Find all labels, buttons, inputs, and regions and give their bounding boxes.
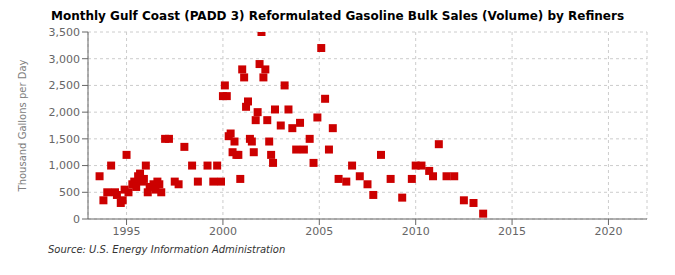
svg-text:2,500: 2,500 xyxy=(49,79,81,92)
svg-text:2010: 2010 xyxy=(402,225,430,238)
svg-text:2,000: 2,000 xyxy=(49,106,81,119)
svg-text:1,500: 1,500 xyxy=(49,133,81,146)
svg-text:2020: 2020 xyxy=(594,225,622,238)
svg-text:500: 500 xyxy=(59,186,80,199)
svg-text:0: 0 xyxy=(73,213,80,226)
svg-text:3,000: 3,000 xyxy=(49,53,81,66)
svg-text:1995: 1995 xyxy=(113,225,141,238)
svg-text:Thousand Gallons per Day: Thousand Gallons per Day xyxy=(17,59,28,192)
svg-text:2005: 2005 xyxy=(305,225,333,238)
svg-text:3,500: 3,500 xyxy=(49,26,81,39)
html-text:Monthly Gulf Coast (PADD 3) Re: Monthly Gulf Coast (PADD 3) Reformulated… xyxy=(51,9,624,23)
html-text:Source: U.S. Energy Informatio: Source: U.S. Energy Information Administ… xyxy=(48,244,286,255)
svg-text:2015: 2015 xyxy=(498,225,526,238)
svg-text:2000: 2000 xyxy=(209,225,237,238)
svg-text:1,000: 1,000 xyxy=(49,159,81,172)
